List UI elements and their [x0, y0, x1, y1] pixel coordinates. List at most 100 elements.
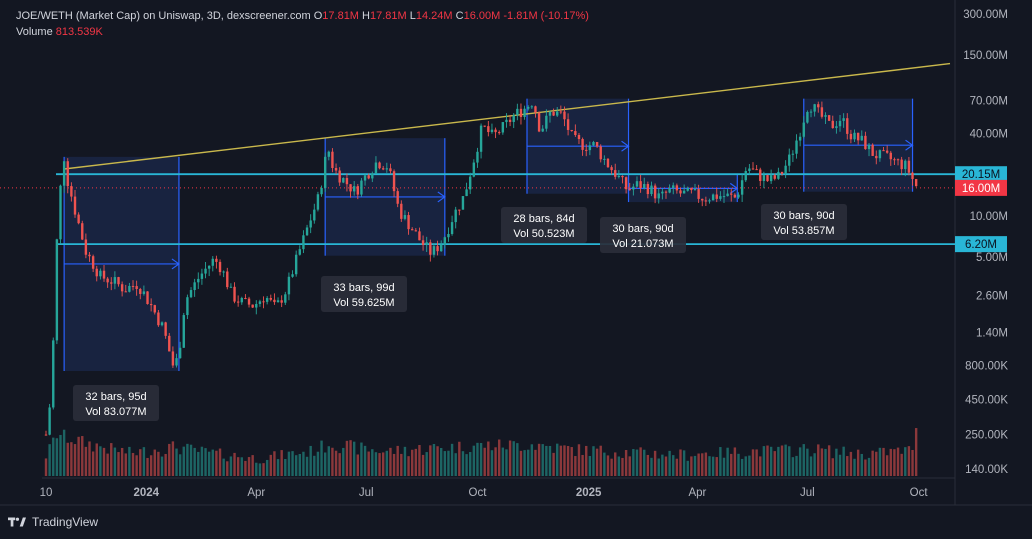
volume-bar: [628, 456, 631, 476]
volume-bar: [193, 447, 196, 476]
candle-body: [211, 258, 214, 266]
candle-body: [853, 132, 856, 140]
volume-bar: [672, 455, 675, 476]
candle-body: [175, 358, 178, 366]
candle-body: [914, 179, 918, 187]
candle-body: [643, 184, 646, 189]
candle-body: [893, 159, 896, 161]
volume-bar: [570, 447, 573, 476]
volume-bar: [726, 447, 729, 476]
volume-bar: [262, 463, 265, 476]
volume-bar: [403, 446, 407, 476]
volume-bar: [149, 455, 153, 476]
volume-bar: [363, 445, 367, 476]
candle-body: [450, 222, 454, 234]
candle-body: [356, 186, 360, 195]
candle-body: [193, 282, 196, 291]
candle-body: [349, 184, 352, 192]
ohlc-open-value: 17.81M: [322, 10, 359, 22]
candle-body: [722, 196, 726, 198]
candle-body: [153, 305, 156, 313]
volume-bar: [661, 454, 664, 476]
candle-body: [229, 286, 233, 288]
volume-bar: [95, 443, 98, 476]
candle-body: [258, 301, 262, 304]
candle-body: [425, 242, 428, 245]
candle-body: [226, 271, 229, 288]
candle-body: [334, 168, 338, 171]
candle-body: [907, 160, 911, 173]
candle-body: [99, 270, 102, 277]
volume-bar: [668, 450, 671, 476]
volume-bar: [389, 447, 392, 476]
volume-bar: [559, 445, 563, 476]
range-info-box: [761, 204, 847, 240]
time-axis-tick: Oct: [910, 487, 929, 499]
candle-body: [287, 276, 291, 295]
volume-value: 813.539K: [55, 26, 103, 38]
candle-body: [730, 193, 733, 195]
volume-bar: [392, 453, 396, 476]
volume-bar: [838, 454, 842, 476]
tradingview-logo-icon: [8, 517, 26, 527]
candle-body: [798, 136, 802, 141]
volume-bar: [621, 457, 624, 476]
volume-bar: [639, 447, 642, 476]
candle-body: [911, 172, 914, 180]
volume-bar: [189, 444, 193, 476]
volume-bar: [595, 448, 599, 476]
candle-body: [160, 322, 164, 326]
volume-bar: [269, 454, 272, 476]
candle-body: [476, 151, 479, 163]
range-volume-label: Vol 50.523M: [513, 228, 574, 240]
volume-bar: [501, 447, 505, 476]
volume-bar: [650, 457, 653, 476]
tradingview-footer[interactable]: TradingView: [8, 515, 98, 529]
candle-body: [588, 145, 592, 151]
candle-body: [512, 115, 515, 122]
candle-body: [791, 153, 795, 155]
volume-bar: [733, 447, 737, 476]
candle-body: [704, 200, 708, 202]
range-volume-label: Vol 21.073M: [612, 238, 673, 250]
volume-bar: [48, 444, 51, 476]
volume-bar: [802, 444, 805, 476]
candle-body: [838, 120, 842, 127]
candle-body: [516, 108, 519, 116]
candle-body: [244, 297, 247, 299]
price-axis-tick: 10.00M: [970, 211, 1008, 223]
volume-bar: [178, 454, 182, 476]
volume-bar: [911, 449, 914, 476]
candle-body: [682, 190, 686, 194]
volume-bar: [592, 446, 595, 476]
volume-bar: [875, 451, 878, 476]
volume-bar: [99, 446, 102, 476]
volume-bar: [284, 459, 287, 476]
volume-bar: [581, 454, 584, 476]
volume-bar: [635, 449, 639, 476]
candle-body: [403, 215, 407, 219]
candle-body: [552, 111, 555, 116]
volume-bar: [614, 452, 617, 476]
candle-body: [690, 187, 693, 191]
date-range-arrow-head: [437, 191, 446, 203]
price-axis-tick: 70.00M: [970, 95, 1008, 107]
candle-body: [418, 231, 421, 241]
candle-body: [240, 297, 243, 303]
volume-bar: [479, 442, 483, 476]
volume-bar: [806, 448, 809, 476]
time-axis-tick: 10: [40, 487, 53, 499]
volume-bar: [70, 442, 73, 476]
volume-label: Volume: [16, 26, 53, 38]
range-info-box: [501, 207, 587, 243]
volume-bar: [371, 449, 374, 476]
candle-body: [62, 161, 66, 186]
chart-legend: JOE/WETH (Market Cap) on Uniswap, 3D, de…: [16, 8, 589, 40]
volume-bar: [117, 452, 120, 476]
candle-body: [106, 278, 109, 283]
candle-body: [788, 154, 791, 166]
volume-bar: [914, 428, 918, 476]
candle-body: [338, 170, 341, 183]
